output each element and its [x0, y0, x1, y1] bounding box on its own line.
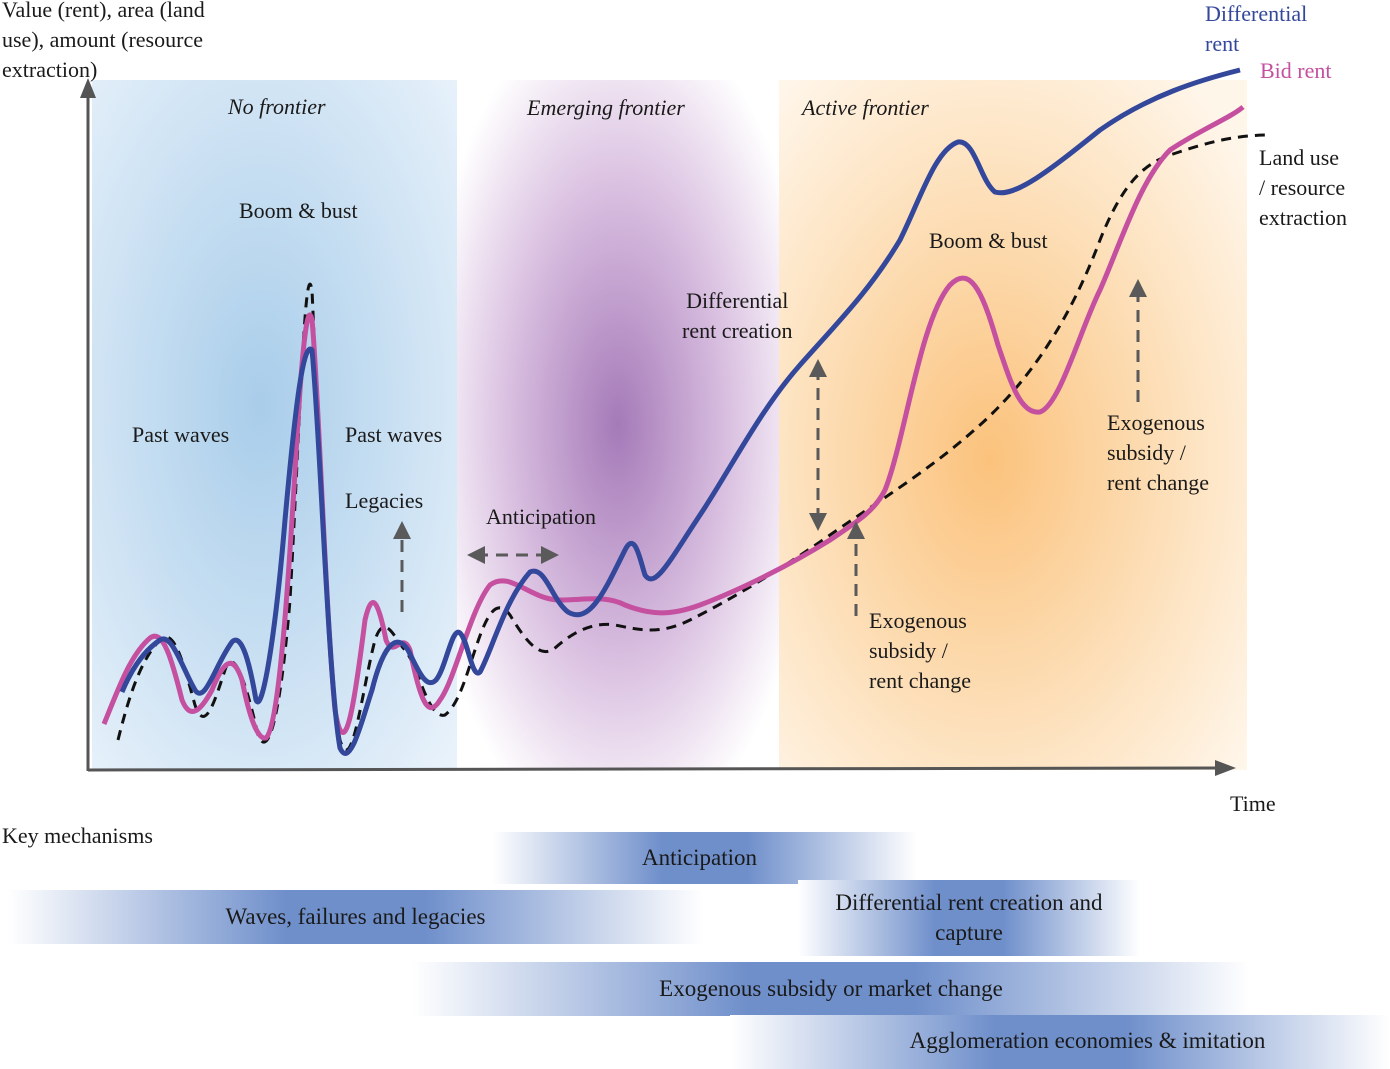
bar-waves [8, 890, 703, 944]
bid-rent-curve [101, 105, 1245, 741]
legend-differential-rent: Differential rent [1205, 1, 1308, 56]
mechanism-agglomeration: Agglomeration economies & imitation [909, 1028, 1266, 1053]
mechanism-waves: Waves, failures and legacies [225, 904, 486, 929]
bar-exogenous [412, 962, 1250, 1016]
land-use-curve [116, 133, 1271, 752]
mechanism-differential: Differential rent creation and capture [835, 890, 1103, 945]
legend-land-use: Land use / resource extraction [1259, 145, 1347, 230]
label-past-waves-left: Past waves [132, 422, 230, 447]
bar-differential [798, 880, 1140, 956]
differential-rent-curve [119, 67, 1241, 756]
x-axis [87, 766, 1221, 772]
legend-bid-rent: Bid rent [1260, 58, 1332, 83]
bar-anticipation [492, 832, 917, 884]
mechanism-bars [8, 832, 1390, 1069]
phase-active-frontier: Active frontier [802, 95, 929, 120]
label-exogenous-1: Exogenous subsidy / rent change [869, 608, 971, 693]
label-boom-bust-2: Boom & bust [929, 228, 1048, 253]
label-legacies: Legacies [345, 488, 424, 513]
label-differential-rent-creation: Differential rent creation [682, 288, 793, 343]
phase-no-frontier: No frontier [228, 94, 326, 119]
mechanism-exogenous: Exogenous subsidy or market change [659, 976, 1003, 1001]
y-axis-arrow [80, 78, 96, 98]
no-frontier-region [92, 80, 457, 770]
emerging-frontier-region [457, 80, 779, 770]
x-axis-label: Time [1230, 791, 1276, 816]
label-boom-bust-1: Boom & bust [239, 198, 358, 223]
mechanism-anticipation: Anticipation [642, 845, 757, 870]
active-frontier-region [779, 80, 1247, 770]
y-axis-label: Value (rent), area (land use), amount (r… [2, 0, 205, 82]
bar-agglomeration [730, 1015, 1390, 1069]
label-exogenous-2: Exogenous subsidy / rent change [1107, 410, 1209, 495]
phase-emerging-frontier: Emerging frontier [527, 95, 685, 120]
label-past-waves-right: Past waves [345, 422, 443, 447]
x-axis-arrow [1215, 760, 1236, 776]
key-mechanisms-title: Key mechanisms [2, 823, 153, 848]
label-anticipation: Anticipation [486, 504, 596, 529]
